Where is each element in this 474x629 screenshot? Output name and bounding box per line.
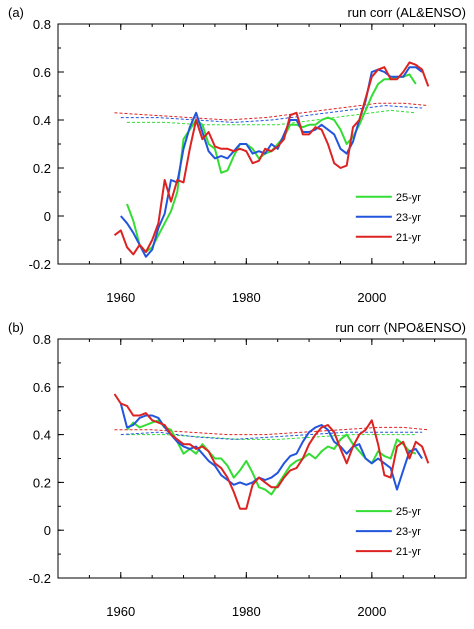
- panel-a-xtick-label: 2000: [357, 290, 386, 305]
- panel-b-ytick-label: 0.8: [33, 332, 51, 347]
- panel-b-label: (b): [8, 320, 24, 335]
- panel-a-series-significance-5: [114, 102, 429, 121]
- panel-b-legend: 25-yr 23-yr 21-yr: [355, 506, 421, 558]
- panel-b-legend-label: 25-yr: [396, 506, 421, 518]
- panel-a-series-2: [113, 61, 430, 256]
- panel-b-legend-label: 23-yr: [396, 526, 421, 538]
- panel-a-legend-label: 23-yr: [396, 212, 421, 224]
- panel-b-series-1: [119, 403, 423, 491]
- panel-b: -0.2 0 0.2 0.4 0.6 0.8 1960 1980 2000 (b) run corr…: [8, 320, 467, 619]
- panel-b-series-significance-5: [114, 426, 429, 436]
- panel-b-xtick-label: 1980: [232, 604, 261, 619]
- panel-b-plot-area: [113, 393, 430, 510]
- panel-a-ytick-label: 0.8: [33, 17, 51, 32]
- panel-a: -0.2 0 0.2 0.4 0.6 0.8 1960 1980 2000 (a) run corr…: [8, 5, 467, 305]
- panel-b-xtick-label: 2000: [357, 604, 386, 619]
- panel-a-ytick-label: 0.2: [33, 161, 51, 176]
- panel-a-series-significance-4: [120, 105, 423, 123]
- panel-a-ytick-label: 0: [44, 209, 51, 224]
- panel-b-ytick-label: 0.6: [33, 380, 51, 395]
- panel-a-series-1: [120, 66, 423, 258]
- panel-b-plot-frame: [57, 338, 467, 579]
- panel-a-legend: 25-yr 23-yr 21-yr: [355, 192, 421, 244]
- panel-a-plot-area: [113, 61, 430, 258]
- panel-a-plot-frame: [57, 23, 467, 265]
- panel-b-title: run corr (NPO&ENSO): [335, 320, 466, 335]
- panel-b-series-2: [113, 393, 430, 510]
- panel-b-ytick-label: 0.2: [33, 475, 51, 490]
- panel-a-ytick-label: -0.2: [29, 257, 51, 272]
- panel-a-series-significance-3: [127, 109, 416, 126]
- panel-b-ytick-label: 0: [44, 523, 51, 538]
- panel-b-ytick-label: 0.4: [33, 428, 51, 443]
- panel-a-legend-label: 21-yr: [396, 232, 421, 244]
- panel-a-label: (a): [8, 5, 24, 20]
- panel-b-series-significance-3: [127, 434, 416, 440]
- panel-a-title: run corr (AL&ENSO): [348, 5, 466, 20]
- panel-b-xtick-label: 1960: [106, 604, 135, 619]
- panel-a-ytick-label: 0.6: [33, 65, 51, 80]
- panel-b-ytick-label: -0.2: [29, 571, 51, 586]
- panel-a-xtick-label: 1960: [106, 290, 135, 305]
- panel-a-xtick-label: 1980: [232, 290, 261, 305]
- panel-a-series-0: [126, 73, 417, 253]
- panel-b-legend-label: 21-yr: [396, 546, 421, 558]
- panel-a-legend-label: 25-yr: [396, 192, 421, 204]
- panel-a-ytick-label: 0.4: [33, 113, 51, 128]
